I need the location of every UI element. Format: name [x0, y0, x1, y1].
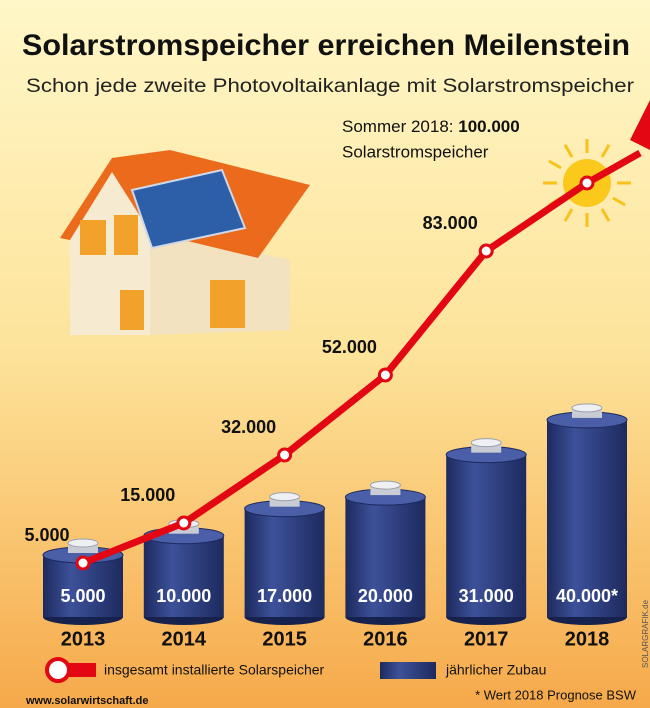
- chart-subtitle: Schon jede zweite Photovoltaikanlage mit…: [26, 76, 635, 97]
- battery-cap: [68, 543, 98, 553]
- legend: insgesamt installierte Solarspeicher jäh…: [45, 657, 546, 683]
- bar: [143, 535, 224, 617]
- annotation: Sommer 2018: 100.000: [342, 117, 520, 136]
- sun-ray: [600, 144, 611, 158]
- x-tick-label: 2018: [565, 628, 610, 650]
- bar: [345, 497, 426, 617]
- bar-value-label: 10.000: [156, 586, 211, 606]
- legend-bar-swatch: [380, 662, 436, 679]
- annotation-prefix: Sommer 2018:: [342, 117, 454, 136]
- x-tick-label: 2016: [363, 628, 408, 650]
- line-value-label: 5.000: [24, 525, 69, 545]
- line-value-label: 15.000: [120, 485, 175, 505]
- bar-value-label: 5.000: [60, 586, 105, 606]
- sun-ray: [563, 144, 574, 158]
- x-tick-label: 2017: [464, 628, 509, 650]
- battery-cap-top: [571, 403, 603, 413]
- legend-marker: [45, 657, 71, 683]
- line-marker: [277, 447, 293, 463]
- source: www.solarwirtschaft.de: [25, 695, 148, 707]
- line-marker: [478, 243, 494, 259]
- bar-value-label: 31.000: [459, 586, 514, 606]
- line-value-label: 52.000: [322, 337, 377, 357]
- line-marker: [75, 555, 91, 571]
- arrow-head: [630, 100, 650, 150]
- sun-ray: [563, 208, 574, 222]
- bar: [446, 454, 527, 617]
- battery-cap: [572, 407, 602, 418]
- line-marker: [176, 515, 192, 531]
- bar-value-label: 40.000*: [556, 586, 618, 606]
- bar: [244, 508, 325, 617]
- annotation-suffix: Solarstromspeicher: [342, 142, 489, 161]
- x-tick-label: 2014: [162, 628, 207, 650]
- battery-cap-top: [269, 492, 301, 502]
- house: [60, 150, 310, 335]
- battery-cap-top: [369, 480, 401, 490]
- legend-label: insgesamt installierte Solarspeicher: [104, 662, 325, 678]
- bar-value-label: 17.000: [257, 586, 312, 606]
- credit: SOLARGRAFIK.de: [641, 599, 650, 668]
- line-value-label: 32.000: [221, 417, 276, 437]
- line-value-label: 100.000: [458, 117, 519, 136]
- sun-ray: [548, 159, 562, 170]
- battery-cap: [471, 442, 502, 453]
- bar: [547, 419, 627, 617]
- footnote: * Wert 2018 Prognose BSW: [475, 687, 637, 702]
- battery-cap-top: [67, 538, 99, 548]
- x-tick-label: 2013: [61, 628, 106, 650]
- bar-value-label: 20.000: [358, 586, 413, 606]
- x-tick-label: 2015: [262, 628, 307, 650]
- legend-label: jährlicher Zubau: [445, 662, 546, 678]
- sun-ray: [600, 208, 611, 222]
- chart-title: Solarstromspeicher erreichen Meilenstein: [22, 29, 630, 62]
- line-marker: [579, 175, 595, 191]
- line: [81, 180, 589, 567]
- battery-cap: [269, 496, 300, 507]
- line-marker: [377, 367, 393, 383]
- battery-cap: [370, 485, 401, 496]
- legend-line-swatch: [66, 663, 96, 677]
- battery-cap-top: [470, 438, 502, 448]
- line-extension: [585, 149, 642, 187]
- line-value-label: 83.000: [423, 213, 478, 233]
- sun-ray: [612, 196, 626, 207]
